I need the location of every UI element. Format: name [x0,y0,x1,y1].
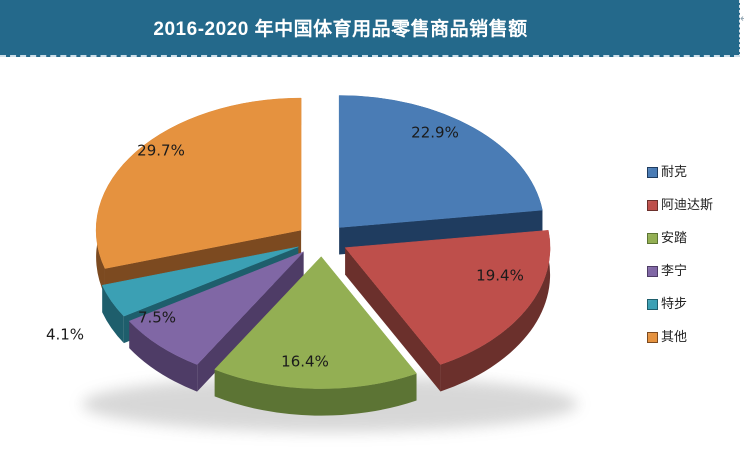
slice-label-anta: 16.4% [281,353,329,371]
legend-swatch-lining [647,265,658,277]
legend-swatch-others [647,331,658,343]
legend-label-others: 其他 [661,329,688,344]
slice-label-xtep: 4.1% [46,326,84,344]
legend-swatch-anta [647,232,658,244]
legend-item-nike: 耐克 [647,165,713,179]
legend-label-xtep: 特步 [661,296,688,311]
legend: 耐克 阿迪达斯 安踏 李宁 特步 其他 [647,165,713,344]
slice-label-lining: 7.5% [138,309,176,327]
pie-slice-nike[interactable] [338,95,543,255]
pie-slice-adidas[interactable] [344,230,551,392]
legend-item-others: 其他 [647,330,713,344]
legend-swatch-xtep [647,298,658,310]
legend-swatch-nike [647,166,658,178]
legend-swatch-adidas [647,199,658,211]
legend-item-lining: 李宁 [647,264,713,278]
pie-slice-lining[interactable] [128,251,304,392]
pie-slice-anta[interactable] [214,256,417,416]
legend-item-xtep: 特步 [647,297,713,311]
legend-label-lining: 李宁 [661,263,688,278]
legend-label-anta: 安踏 [661,230,688,245]
legend-item-adidas: 阿迪达斯 [647,198,713,212]
slice-label-nike: 22.9% [411,124,459,142]
slice-label-adidas: 19.4% [476,267,524,285]
title-bar[interactable]: 2016-2020 年中国体育用品零售商品销售额 [0,0,740,57]
chart-title: 2016-2020 年中国体育用品零售商品销售额 [153,19,528,40]
slice-label-others: 29.7% [137,142,185,160]
legend-label-nike: 耐克 [661,164,688,179]
legend-item-anta: 安踏 [647,231,713,245]
paragraph-mark-icon: ↵ [740,14,744,25]
legend-label-adidas: 阿迪达斯 [661,197,714,212]
